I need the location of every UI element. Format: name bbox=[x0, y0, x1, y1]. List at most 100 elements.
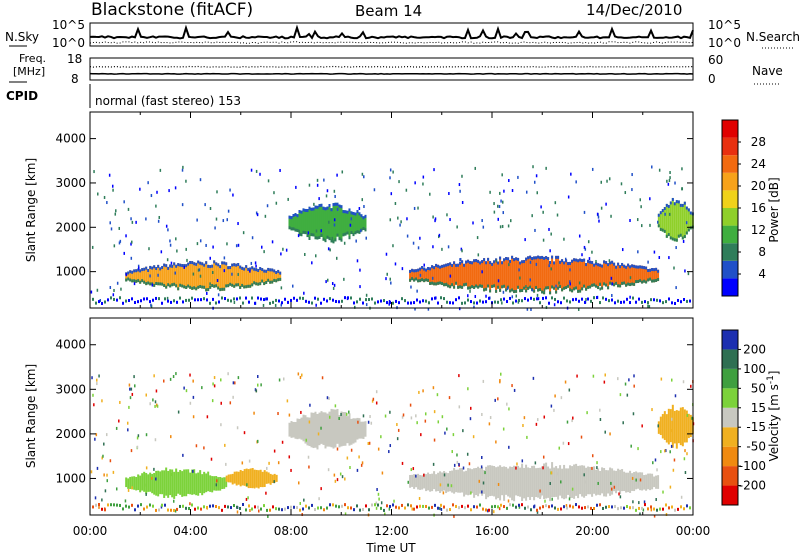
x-tick-label: 04:00 bbox=[173, 524, 208, 538]
data-column bbox=[661, 209, 664, 232]
scatter-echo bbox=[192, 469, 194, 473]
data-column bbox=[423, 267, 426, 283]
data-column bbox=[539, 256, 542, 292]
data-column bbox=[342, 210, 345, 237]
near-range-echo bbox=[557, 507, 559, 511]
data-column-edge bbox=[427, 278, 430, 282]
nsearch-tick-top: 10^5 bbox=[708, 18, 741, 32]
data-column bbox=[312, 412, 315, 449]
near-range-echo bbox=[620, 506, 622, 510]
near-range-echo bbox=[311, 503, 313, 507]
scatter-echo bbox=[175, 372, 177, 376]
scatter-echo bbox=[339, 472, 342, 476]
scatter-echo bbox=[518, 505, 521, 509]
data-column-edge bbox=[290, 216, 293, 220]
scatter-echo bbox=[422, 182, 424, 186]
near-range-echo bbox=[143, 297, 145, 301]
data-column bbox=[350, 418, 353, 445]
near-range-echo bbox=[305, 299, 307, 303]
near-range-echo bbox=[656, 298, 658, 302]
scatter-echo bbox=[608, 259, 611, 263]
near-range-echo bbox=[383, 299, 385, 303]
data-column-edge bbox=[573, 258, 576, 262]
data-column-edge bbox=[543, 291, 546, 295]
velocity-label-end: ] bbox=[767, 371, 781, 376]
near-range-echo bbox=[170, 300, 172, 304]
near-range-echo bbox=[461, 504, 463, 508]
scatter-echo bbox=[407, 480, 409, 484]
data-column-edge bbox=[625, 283, 628, 287]
scatter-echo bbox=[681, 187, 683, 191]
data-column bbox=[306, 209, 309, 238]
near-range-echo bbox=[398, 301, 400, 305]
scatter-echo bbox=[647, 260, 649, 264]
scatter-echo bbox=[175, 237, 177, 241]
data-column-edge bbox=[261, 268, 264, 272]
near-range-echo bbox=[470, 508, 472, 512]
scatter-echo bbox=[125, 273, 128, 277]
colorbar-tick-label: 24 bbox=[751, 157, 766, 171]
scatter-echo bbox=[449, 274, 452, 278]
scatter-echo bbox=[128, 383, 131, 387]
data-column-edge bbox=[316, 236, 319, 240]
colorbar-tick-label: 16 bbox=[751, 201, 766, 215]
scatter-echo bbox=[308, 183, 311, 187]
data-column-edge bbox=[581, 287, 584, 291]
data-column-edge bbox=[207, 264, 210, 268]
data-column bbox=[561, 259, 564, 292]
scatter-echo bbox=[205, 243, 207, 247]
data-column bbox=[503, 258, 506, 288]
data-column-edge bbox=[565, 286, 568, 290]
data-column bbox=[253, 267, 256, 285]
near-range-echo bbox=[251, 507, 253, 511]
scatter-echo bbox=[119, 239, 122, 243]
data-column-edge bbox=[417, 268, 420, 272]
data-column bbox=[187, 262, 190, 288]
data-column bbox=[609, 467, 612, 496]
data-column-edge bbox=[527, 286, 530, 290]
near-range-echo bbox=[362, 507, 364, 511]
near-range-echo bbox=[212, 297, 214, 301]
near-range-echo bbox=[671, 301, 673, 305]
data-column-edge bbox=[143, 267, 146, 271]
scatter-echo bbox=[686, 413, 689, 417]
near-range-echo bbox=[548, 505, 550, 509]
near-range-echo bbox=[482, 300, 484, 304]
data-column bbox=[336, 202, 339, 237]
data-column bbox=[177, 263, 180, 291]
near-range-echo bbox=[431, 297, 433, 301]
data-column-edge bbox=[605, 261, 608, 265]
data-column-edge bbox=[145, 266, 148, 270]
data-column-edge bbox=[587, 259, 590, 263]
data-column bbox=[360, 421, 363, 439]
near-range-echo bbox=[533, 297, 535, 301]
data-column-edge bbox=[649, 277, 652, 281]
near-range-echo bbox=[350, 506, 352, 510]
scatter-echo bbox=[596, 212, 599, 216]
data-column bbox=[354, 418, 357, 443]
near-range-echo bbox=[116, 298, 118, 302]
nsky-label: N.Sky bbox=[5, 30, 39, 44]
data-column-edge bbox=[547, 286, 550, 290]
data-column bbox=[324, 207, 327, 243]
near-range-echo bbox=[653, 298, 655, 302]
scatter-echo bbox=[112, 470, 115, 474]
data-column bbox=[139, 475, 142, 493]
data-column bbox=[328, 411, 331, 447]
scatter-echo bbox=[279, 168, 281, 172]
data-column bbox=[141, 268, 144, 283]
scatter-echo bbox=[674, 394, 677, 398]
scatter-echo bbox=[495, 440, 497, 444]
scatter-echo bbox=[267, 514, 269, 518]
scatter-echo bbox=[638, 501, 640, 505]
data-column-edge bbox=[637, 279, 640, 283]
data-column-edge bbox=[187, 284, 190, 288]
data-column-edge bbox=[259, 282, 262, 286]
data-column bbox=[513, 258, 516, 294]
data-column bbox=[435, 474, 438, 492]
scatter-echo bbox=[181, 168, 184, 172]
near-range-echo bbox=[689, 299, 691, 303]
scatter-echo bbox=[277, 412, 279, 416]
near-range-echo bbox=[422, 299, 424, 303]
colorbar-tick-label: 8 bbox=[758, 245, 766, 259]
